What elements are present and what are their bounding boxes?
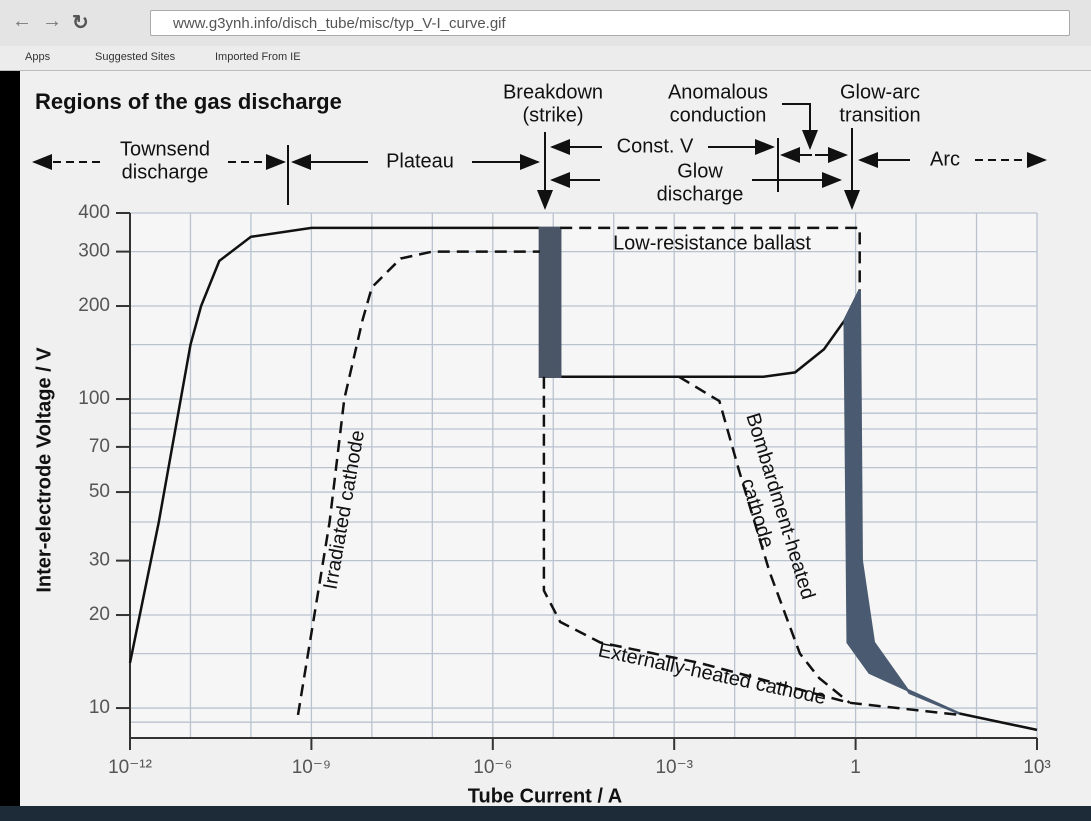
y-tick-label: 30 [89,550,110,571]
y-tick-label: 70 [89,436,110,457]
y-tick-label: 300 [78,241,110,262]
y-tick-label: 100 [78,388,110,409]
x-tick-label: 10⁻¹² [108,757,152,778]
region-label: Breakdown [503,81,603,103]
x-axis-label: Tube Current / A [468,785,622,807]
y-axis-label: Inter-electrode Voltage / V [33,347,55,593]
plot-area [130,213,1037,738]
chart-title: Regions of the gas discharge [35,89,342,114]
curve-label: Low-resistance ballast [613,232,811,254]
y-tick-label: 10 [89,697,110,718]
region-label: conduction [670,104,767,126]
x-tick-label: 10⁻⁶ [473,757,512,778]
region-label: transition [839,104,920,126]
x-tick-label: 10⁻³ [655,757,693,778]
region-label: Glow-arc [840,81,920,103]
region-label: Glow [677,160,723,182]
region-label: Const. V [617,135,694,157]
x-tick-label: 10⁻⁹ [292,757,331,778]
y-tick-label: 20 [89,604,110,625]
y-tick-label: 200 [78,295,110,316]
y-tick-label: 400 [78,202,110,223]
y-tick-label: 50 [89,481,110,502]
region-label: discharge [122,161,209,183]
region-label: (strike) [522,104,583,126]
region-label: Arc [930,148,960,170]
x-tick-label: 10³ [1023,757,1050,778]
chart: 10 20 30 50 70 100 200 300 400 10⁻¹² 10⁻⁹ 10⁻⁶ 10⁻³ 1… [0,0,1091,821]
region-label: Anomalous [668,81,768,103]
screenshot: ← → ↻ www.g3ynh.info/disch_tube/misc/typ… [0,0,1091,821]
region-label: Townsend [120,138,210,160]
region [540,228,560,377]
region-label: Plateau [386,150,454,172]
x-tick-label: 1 [850,757,861,778]
region-label: discharge [657,183,744,205]
